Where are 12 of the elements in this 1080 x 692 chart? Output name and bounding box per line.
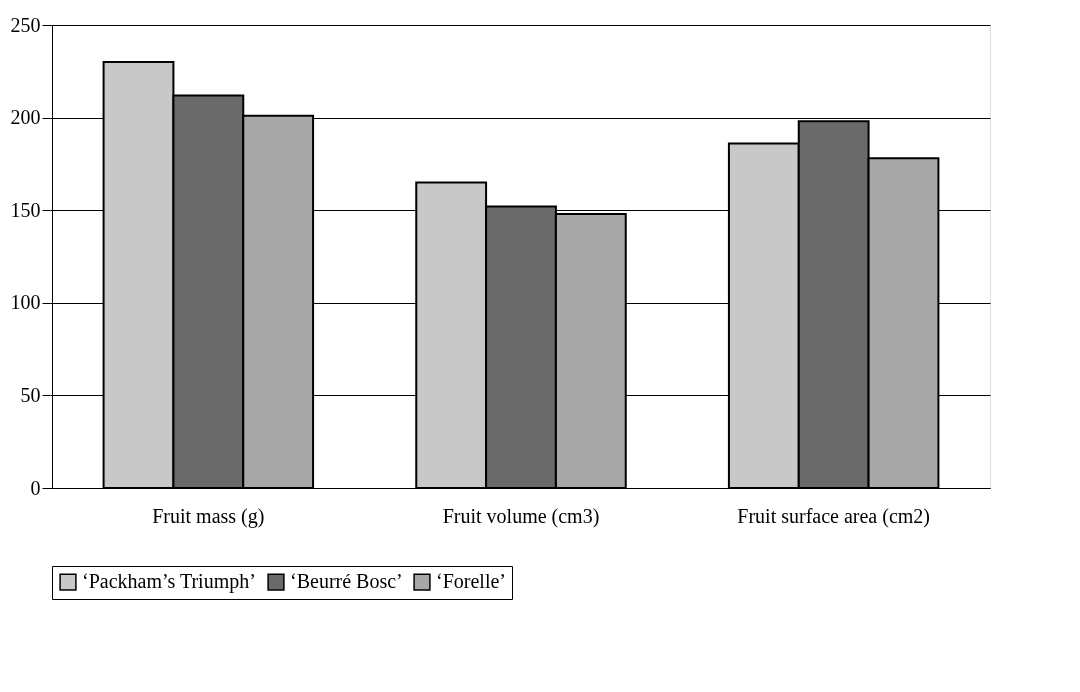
y-tick-label: 250	[10, 13, 41, 36]
legend-label: ‘Forelle’	[436, 570, 506, 593]
y-tick-label: 150	[10, 198, 41, 221]
x-tick-label: Fruit surface area (cm2)	[737, 504, 931, 528]
x-tick-label: Fruit mass (g)	[152, 504, 265, 528]
y-tick-label: 0	[30, 476, 41, 499]
x-tick-label: Fruit volume (cm3)	[442, 504, 600, 528]
y-tick-label: 100	[10, 291, 41, 314]
y-tick-label: 200	[10, 106, 41, 129]
legend-label: ‘Beurré Bosc’	[290, 570, 403, 593]
y-tick-label: 50	[20, 383, 41, 406]
legend-label: ‘Packham’s Triumph’	[82, 570, 256, 594]
